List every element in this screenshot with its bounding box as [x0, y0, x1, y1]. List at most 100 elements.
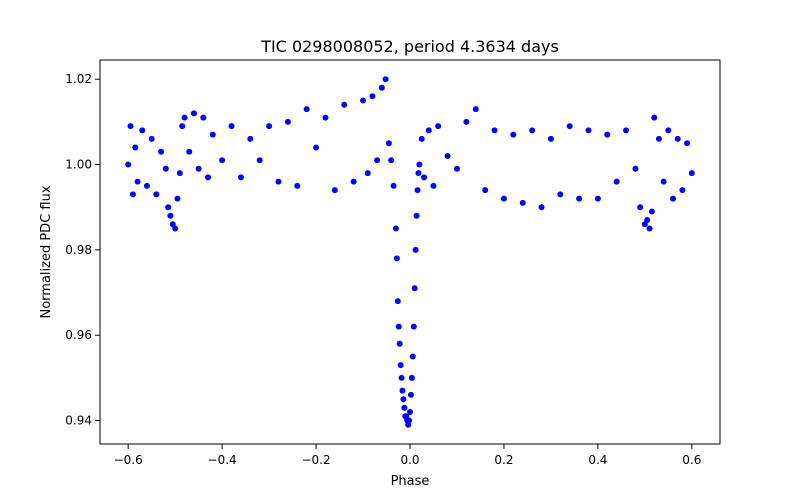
data-point [360, 97, 367, 104]
x-tick-label: 0.6 [682, 453, 701, 467]
data-point [393, 255, 400, 262]
data-point [186, 148, 193, 155]
data-point [158, 148, 165, 155]
data-point [670, 195, 677, 202]
data-point [228, 123, 235, 130]
data-point [406, 417, 413, 424]
data-point [444, 153, 451, 159]
data-point [576, 195, 583, 202]
data-point [500, 195, 507, 202]
y-tick-label: 1.02 [65, 72, 92, 86]
data-point [613, 178, 620, 185]
data-point [382, 76, 389, 83]
data-point [364, 170, 371, 177]
data-point [529, 127, 536, 134]
data-point [399, 387, 406, 394]
data-point [350, 178, 357, 185]
data-point [651, 114, 658, 121]
data-point [435, 123, 442, 130]
data-point [181, 114, 188, 121]
data-point [482, 187, 489, 194]
data-point [519, 199, 526, 206]
data-point [395, 323, 402, 330]
data-point [401, 404, 408, 411]
data-point [174, 195, 181, 202]
data-point [237, 174, 244, 181]
data-point [162, 165, 169, 172]
data-point [153, 191, 160, 198]
data-point [397, 362, 404, 369]
data-point [256, 157, 263, 164]
data-point [644, 217, 651, 223]
data-point [132, 144, 139, 151]
data-point [148, 135, 155, 142]
data-point [400, 396, 407, 403]
data-point [585, 127, 592, 134]
data-point [294, 182, 301, 189]
data-point [421, 174, 428, 181]
data-point [418, 135, 425, 142]
data-point [341, 101, 348, 108]
data-point [655, 135, 662, 142]
plot-frame [99, 59, 721, 445]
data-point [648, 208, 655, 215]
data-point [411, 285, 418, 292]
data-point [127, 123, 134, 130]
data-point [430, 182, 437, 189]
data-point [637, 204, 644, 211]
data-point [425, 127, 432, 134]
data-point [165, 204, 172, 211]
data-point [331, 187, 338, 194]
data-point [396, 340, 403, 347]
data-point [374, 157, 381, 164]
data-point [407, 409, 413, 415]
data-point [190, 110, 197, 117]
data-point [322, 114, 329, 121]
data-point [266, 123, 273, 130]
data-point [409, 353, 416, 360]
x-tick-label: −0.6 [114, 453, 143, 467]
data-point [167, 212, 174, 219]
data-point [413, 212, 420, 219]
data-point [200, 114, 207, 121]
data-point [547, 135, 554, 142]
data-point [684, 140, 691, 147]
data-point [275, 178, 282, 185]
data-point [195, 165, 202, 172]
x-tick-label: 0.2 [494, 453, 513, 467]
y-tick-label: 0.94 [65, 414, 92, 428]
data-point [414, 187, 421, 194]
data-point [139, 127, 146, 134]
y-axis-label: Normalized PDC flux [39, 185, 54, 318]
x-axis-ticks: −0.6 −0.4 −0.2 0.0 0.2 0.4 0.6 [114, 444, 701, 467]
data-point [284, 118, 291, 125]
data-point [453, 165, 460, 172]
data-point [679, 187, 686, 194]
x-tick-label: −0.2 [301, 453, 330, 467]
data-point [594, 195, 601, 202]
x-tick-label: −0.4 [208, 453, 237, 467]
data-point [674, 135, 681, 142]
data-point [313, 144, 320, 151]
data-point [385, 140, 392, 147]
chart-title: TIC 0298008052, period 4.3634 days [260, 37, 559, 56]
data-point [632, 165, 639, 172]
data-point [491, 127, 498, 134]
data-point [369, 93, 376, 100]
data-point [463, 118, 470, 125]
data-point [179, 123, 186, 130]
data-point [392, 225, 399, 232]
x-tick-label: 0.4 [588, 453, 607, 467]
data-point [410, 323, 417, 330]
data-point [398, 374, 405, 381]
y-axis-ticks: 0.94 0.96 0.98 1.00 1.02 [65, 72, 100, 428]
data-point [416, 161, 423, 168]
data-point [125, 161, 132, 168]
data-point [412, 246, 419, 253]
y-tick-label: 0.96 [65, 328, 92, 342]
data-point [665, 127, 672, 134]
data-point [688, 170, 695, 177]
data-point [172, 225, 179, 232]
